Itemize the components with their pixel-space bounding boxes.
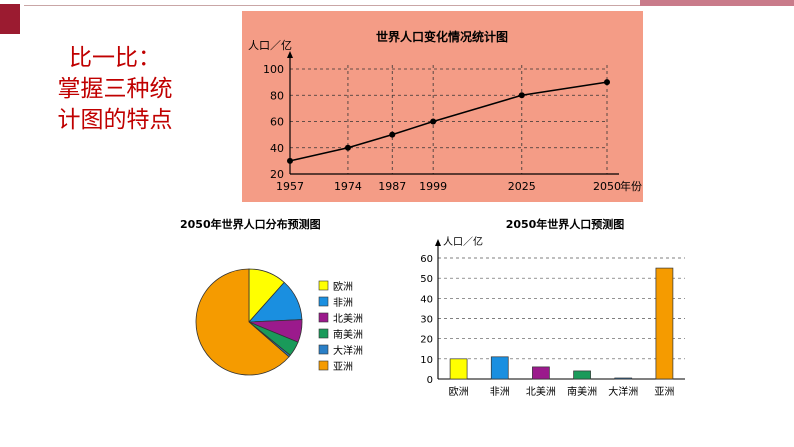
- y-axis-arrow-icon: [287, 51, 293, 58]
- top-divider: [24, 5, 794, 6]
- line-ytick-label: 100: [263, 63, 284, 76]
- line-xtick-label: 2050: [593, 180, 621, 193]
- line-ytick-label: 40: [270, 142, 284, 155]
- bar: [573, 370, 591, 380]
- bar-chart-title: 2050年世界人口预测图: [506, 217, 625, 231]
- line-point: [287, 157, 293, 164]
- pie-legend-label: 非洲: [333, 297, 353, 309]
- pie-legend-label: 北美洲: [333, 312, 363, 325]
- bar: [490, 356, 509, 380]
- pie-legend-label: 南美洲: [333, 328, 363, 341]
- bar: [449, 358, 468, 380]
- line-point: [430, 118, 437, 125]
- bar-y-axis-arrow-icon: [435, 239, 441, 246]
- pie-legend-label: 大洋洲: [333, 344, 363, 357]
- pie-chart-title: 2050年世界人口分布预测图: [180, 217, 321, 231]
- heading-line-2: 掌握三种统: [57, 76, 173, 102]
- bar-ytick-label: 50: [420, 274, 433, 285]
- line-xtick-label: 2025: [508, 180, 536, 193]
- line-chart-xlabel: 年份: [620, 179, 642, 193]
- pie-legend-swatch: [318, 360, 329, 371]
- line-point: [518, 92, 525, 99]
- line-chart-panel: 20 40 60 80 100 1957 1974 1987 1999 2025 2050 世界人口…: [242, 11, 643, 202]
- bar-xtick-label: 北美洲: [526, 385, 556, 398]
- bar-xtick-label: 亚洲: [654, 386, 674, 398]
- pie-legend-swatch: [318, 328, 329, 339]
- pie-legend-swatch: [318, 344, 329, 355]
- bar-ytick-label: 10: [420, 355, 433, 366]
- bar: [614, 377, 633, 380]
- line-xtick-label: 1957: [276, 180, 304, 193]
- line-chart-ylabel: 人口／亿: [248, 39, 292, 52]
- bar-chart-panel: 2050年世界人口预测图 人口／亿 0 10 20 30 40 50 60 欧洲 非洲 北美洲 南美…: [405, 208, 703, 400]
- pie-legend-swatch: [318, 280, 329, 291]
- line-xtick-label: 1974: [334, 180, 362, 193]
- pie-slice: [195, 268, 290, 376]
- bar-xtick-label: 南美洲: [567, 385, 597, 398]
- bar-ytick-label: 0: [427, 375, 433, 386]
- line-xtick-label: 1999: [419, 180, 447, 193]
- bar-xtick-label: 大洋洲: [608, 385, 638, 398]
- pie-legend-label: 亚洲: [333, 361, 353, 373]
- line-ytick-label: 60: [270, 116, 284, 129]
- bar-ytick-label: 40: [420, 294, 433, 305]
- line-series-path: [289, 81, 608, 162]
- line-xtick-label: 1987: [378, 180, 406, 193]
- pie-legend-swatch: [318, 312, 329, 323]
- bar-ytick-label: 30: [420, 315, 433, 326]
- line-ytick-label: 20: [270, 168, 284, 181]
- line-point: [389, 131, 396, 138]
- pie-legend-swatch: [318, 296, 329, 307]
- bar-ytick-label: 20: [420, 335, 433, 346]
- line-ytick-label: 80: [270, 89, 284, 102]
- pie-chart-panel: 2050年世界人口分布预测图 欧洲非洲北美洲南美洲大洋洲亚洲: [178, 208, 400, 390]
- line-chart: 20 40 60 80 100 1957 1974 1987 1999 2025 2050 世界人口…: [248, 29, 642, 193]
- slide-heading: 比一比： 掌握三种统 计图的特点: [40, 43, 190, 136]
- bar-xtick-label: 欧洲: [449, 386, 469, 398]
- line-point: [344, 144, 351, 151]
- bar: [655, 267, 674, 380]
- line-chart-title: 世界人口变化情况统计图: [376, 29, 508, 44]
- bar-xtick-label: 非洲: [490, 386, 510, 398]
- pie-legend-label: 欧洲: [333, 281, 353, 293]
- bar-ytick-label: 60: [420, 254, 433, 265]
- heading-line-3: 计图的特点: [57, 107, 173, 133]
- top-right-accent: [640, 0, 794, 6]
- heading-line-1: 比一比：: [69, 45, 161, 71]
- line-point: [604, 79, 610, 86]
- bar-chart-ylabel: 人口／亿: [443, 235, 483, 248]
- corner-accent-block: [0, 4, 20, 34]
- bar: [532, 366, 550, 380]
- bar-chart: 2050年世界人口预测图 人口／亿 0 10 20 30 40 50 60 欧洲 非洲 北美洲 南美…: [420, 217, 685, 398]
